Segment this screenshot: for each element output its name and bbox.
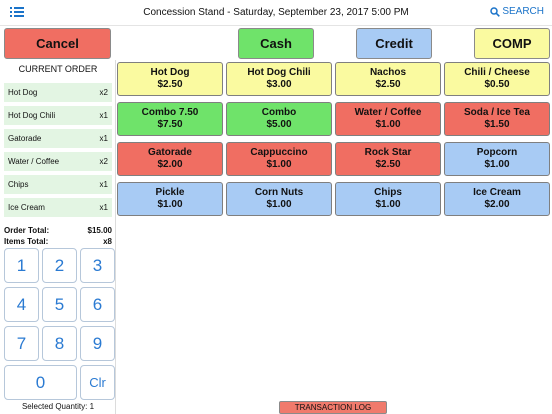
product-name: Chili / Cheese	[464, 67, 530, 78]
product-name: Hot Dog	[150, 67, 190, 78]
product-price: $1.00	[375, 199, 401, 210]
product-price: $2.00	[157, 159, 183, 170]
product-name: Cappuccino	[250, 147, 308, 158]
product-name: Water / Coffee	[354, 107, 422, 118]
product-name: Soda / Ice Tea	[464, 107, 530, 118]
product-price: $2.50	[157, 79, 183, 90]
search-button[interactable]: SEARCH	[490, 6, 544, 17]
order-item-qty: x1	[99, 203, 108, 212]
magnifier-icon	[490, 6, 501, 17]
product-name: Combo	[261, 107, 297, 118]
key-9[interactable]: 9	[80, 326, 115, 361]
order-item[interactable]: Hot Dog Chili x1	[4, 105, 112, 125]
comp-button[interactable]: COMP	[474, 28, 550, 59]
product-tile-nachos[interactable]: Nachos $2.50	[335, 62, 441, 96]
product-tile-cappuccino[interactable]: Cappuccino $1.00	[226, 142, 332, 176]
order-item-name: Chips	[8, 180, 29, 189]
order-item[interactable]: Ice Cream x1	[4, 197, 112, 217]
key-7[interactable]: 7	[4, 326, 39, 361]
product-tile-ice-cream[interactable]: Ice Cream $2.00	[444, 182, 550, 216]
order-totals: Order Total: $15.00 Items Total: x8	[4, 226, 112, 248]
product-price: $2.00	[484, 199, 510, 210]
order-total-value: $15.00	[87, 226, 112, 235]
product-price: $3.00	[266, 79, 292, 90]
product-tile-combo-7-50[interactable]: Combo 7.50 $7.50	[117, 102, 223, 136]
order-list: Hot Dog x2 Hot Dog Chili x1 Gatorade x1 …	[4, 82, 112, 220]
search-label: SEARCH	[502, 6, 544, 17]
order-item-qty: x1	[99, 180, 108, 189]
product-tile-hot-dog-chili[interactable]: Hot Dog Chili $3.00	[226, 62, 332, 96]
product-name: Nachos	[369, 67, 407, 78]
order-item[interactable]: Hot Dog x2	[4, 82, 112, 102]
product-tile-gatorade[interactable]: Gatorade $2.00	[117, 142, 223, 176]
cash-button[interactable]: Cash	[238, 28, 314, 59]
order-item-name: Hot Dog Chili	[8, 111, 56, 120]
order-item[interactable]: Chips x1	[4, 174, 112, 194]
current-order-header: CURRENT ORDER	[18, 64, 98, 74]
page-title: Concession Stand - Saturday, September 2…	[143, 7, 409, 18]
product-name: Rock Star	[364, 147, 412, 158]
product-tile-popcorn[interactable]: Popcorn $1.00	[444, 142, 550, 176]
product-price: $1.00	[157, 199, 183, 210]
product-tile-combo[interactable]: Combo $5.00	[226, 102, 332, 136]
product-price: $1.50	[484, 119, 510, 130]
product-price: $7.50	[157, 119, 183, 130]
order-item-qty: x2	[99, 88, 108, 97]
order-item-name: Hot Dog	[8, 88, 38, 97]
key-6[interactable]: 6	[80, 287, 115, 322]
key-0[interactable]: 0	[4, 365, 77, 400]
product-tile-corn-nuts[interactable]: Corn Nuts $1.00	[226, 182, 332, 216]
product-tile-chili-cheese[interactable]: Chili / Cheese $0.50	[444, 62, 550, 96]
product-name: Pickle	[155, 187, 185, 198]
top-bar: Concession Stand - Saturday, September 2…	[0, 0, 552, 26]
product-price: $2.50	[375, 79, 401, 90]
product-name: Chips	[374, 187, 402, 198]
transaction-log-button[interactable]: TRANSACTION LOG	[279, 401, 387, 414]
items-total-value: x8	[103, 237, 112, 246]
key-1[interactable]: 1	[4, 248, 39, 283]
product-price: $1.00	[266, 199, 292, 210]
selected-quantity: Selected Quantity: 1	[21, 402, 95, 411]
key-2[interactable]: 2	[42, 248, 77, 283]
product-tile-pickle[interactable]: Pickle $1.00	[117, 182, 223, 216]
order-item-qty: x1	[99, 134, 108, 143]
product-price: $5.00	[266, 119, 292, 130]
product-price: $0.50	[484, 79, 510, 90]
credit-button[interactable]: Credit	[356, 28, 432, 59]
product-tile-rock-star[interactable]: Rock Star $2.50	[335, 142, 441, 176]
product-name: Corn Nuts	[254, 187, 304, 198]
panel-divider	[115, 60, 116, 414]
product-price: $2.50	[375, 159, 401, 170]
key-4[interactable]: 4	[4, 287, 39, 322]
clear-key[interactable]: Clr	[80, 365, 115, 400]
order-item-qty: x2	[99, 157, 108, 166]
order-item-name: Water / Coffee	[8, 157, 60, 166]
product-name: Popcorn	[476, 147, 518, 158]
product-tile-soda-ice-tea[interactable]: Soda / Ice Tea $1.50	[444, 102, 550, 136]
product-name: Ice Cream	[473, 187, 521, 198]
product-tile-water-coffee[interactable]: Water / Coffee $1.00	[335, 102, 441, 136]
cancel-button[interactable]: Cancel	[4, 28, 111, 59]
list-icon[interactable]	[10, 6, 24, 18]
product-price: $1.00	[266, 159, 292, 170]
key-8[interactable]: 8	[42, 326, 77, 361]
product-price: $1.00	[375, 119, 401, 130]
product-name: Gatorade	[148, 147, 192, 158]
order-item[interactable]: Water / Coffee x2	[4, 151, 112, 171]
product-name: Hot Dog Chili	[247, 67, 311, 78]
items-total-label: Items Total:	[4, 237, 49, 246]
key-3[interactable]: 3	[80, 248, 115, 283]
order-total-label: Order Total:	[4, 226, 50, 235]
order-item-name: Ice Cream	[8, 203, 45, 212]
product-price: $1.00	[484, 159, 510, 170]
order-item-qty: x1	[99, 111, 108, 120]
product-tile-chips[interactable]: Chips $1.00	[335, 182, 441, 216]
product-name: Combo 7.50	[141, 107, 199, 118]
key-5[interactable]: 5	[42, 287, 77, 322]
order-item[interactable]: Gatorade x1	[4, 128, 112, 148]
order-item-name: Gatorade	[8, 134, 42, 143]
product-tile-hot-dog[interactable]: Hot Dog $2.50	[117, 62, 223, 96]
